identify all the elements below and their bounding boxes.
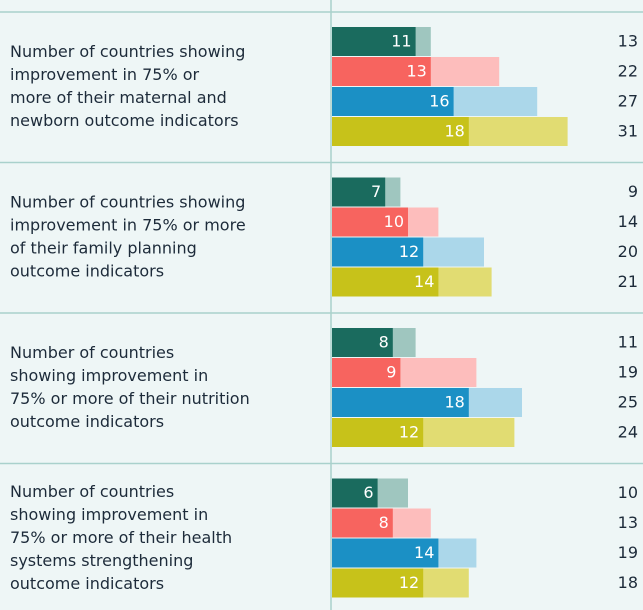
improved-label: 8	[379, 333, 389, 352]
group-label: outcome indicators	[10, 412, 164, 431]
improved-bar	[332, 538, 439, 568]
improved-label: 16	[429, 92, 449, 111]
improved-label: 12	[399, 242, 419, 261]
total-label: 19	[618, 543, 638, 562]
total-label: 11	[618, 333, 638, 352]
improved-bar	[332, 508, 393, 538]
improved-label: 11	[391, 32, 411, 51]
total-label: 13	[618, 32, 638, 51]
group-label: 75% or more of their health	[10, 528, 232, 547]
improved-label: 12	[399, 573, 419, 592]
total-label: 13	[618, 513, 638, 532]
group-label: newborn outcome indicators	[10, 111, 239, 130]
improved-bar	[332, 57, 431, 86]
group-label: 75% or more of their nutrition	[10, 389, 250, 408]
group-label: systems strengthening	[10, 551, 193, 570]
improved-label: 13	[406, 62, 426, 81]
group-label: Number of countries showing	[10, 42, 245, 61]
improved-label: 14	[414, 272, 434, 291]
improved-label: 7	[371, 182, 381, 201]
group-label: Number of countries	[10, 482, 174, 501]
total-label: 14	[618, 212, 638, 231]
improved-bar	[332, 237, 424, 267]
improved-label: 8	[379, 513, 389, 532]
improved-bar	[332, 478, 378, 508]
total-label: 10	[618, 483, 638, 502]
improved-bar	[332, 388, 469, 417]
total-label: 31	[618, 122, 638, 141]
improved-bar	[332, 267, 439, 297]
improved-label: 10	[384, 212, 404, 231]
improved-bar	[332, 177, 386, 207]
group-label: improvement in 75% or	[10, 65, 200, 84]
improved-bar	[332, 418, 424, 447]
improved-label: 12	[399, 423, 419, 442]
improved-bar	[332, 117, 469, 146]
group-label: improvement in 75% or more	[10, 216, 246, 235]
total-label: 19	[618, 363, 638, 382]
total-label: 20	[618, 242, 638, 261]
improved-label: 6	[363, 483, 373, 502]
group-label: Number of countries showing	[10, 193, 245, 212]
improved-bar	[332, 87, 454, 116]
group-label: of their family planning	[10, 239, 197, 258]
improved-label: 18	[444, 122, 464, 141]
group-label: Number of countries	[10, 343, 174, 362]
improved-bar	[332, 328, 393, 357]
group-label: more of their maternal and	[10, 88, 227, 107]
total-label: 9	[628, 182, 638, 201]
improved-label: 14	[414, 543, 434, 562]
total-label: 24	[618, 423, 638, 442]
total-label: 21	[618, 272, 638, 291]
group-label: outcome indicators	[10, 574, 164, 593]
total-label: 18	[618, 573, 638, 592]
total-label: 25	[618, 393, 638, 412]
improved-label: 9	[386, 363, 396, 382]
group-label: showing improvement in	[10, 505, 208, 524]
improved-label: 18	[444, 393, 464, 412]
improved-bar	[332, 358, 401, 387]
group-label: showing improvement in	[10, 366, 208, 385]
improved-bar	[332, 27, 416, 56]
group-label: outcome indicators	[10, 262, 164, 281]
improved-bar	[332, 568, 424, 598]
improved-bar	[332, 207, 408, 237]
total-label: 27	[618, 92, 638, 111]
total-label: 22	[618, 62, 638, 81]
